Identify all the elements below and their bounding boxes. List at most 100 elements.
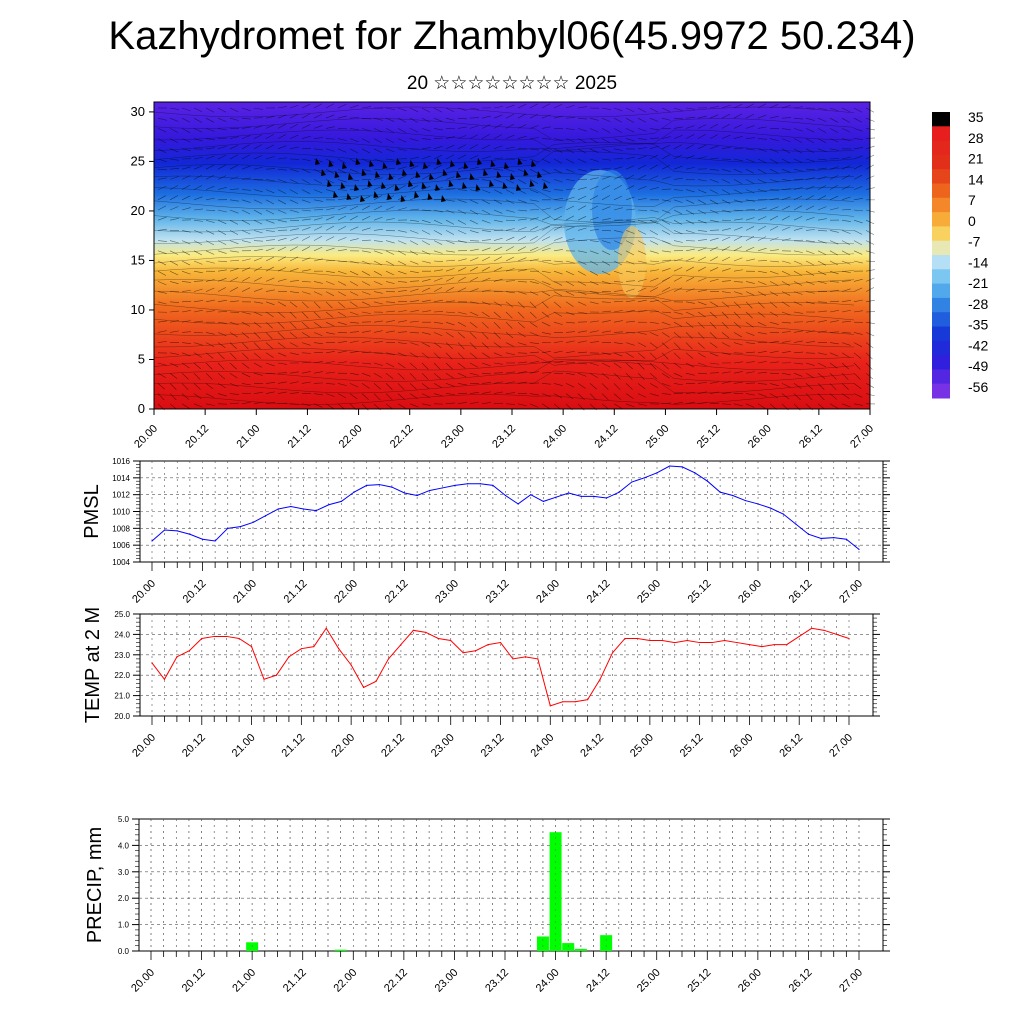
x-tick-label: 25.12 <box>686 578 714 606</box>
x-tick-label: 24.12 <box>584 967 612 995</box>
colorbar-label: 28 <box>968 130 984 146</box>
wind-barb <box>265 301 275 306</box>
colorbar-label: -7 <box>968 234 981 250</box>
colorbar-label: -35 <box>968 317 988 333</box>
streamlines <box>153 106 855 405</box>
data-point <box>732 494 734 497</box>
colorbar-label: -14 <box>968 254 988 270</box>
wind-barb <box>613 372 621 380</box>
wind-barb <box>469 372 479 376</box>
wind-barb <box>241 199 251 203</box>
wind-barb <box>385 107 395 110</box>
wind-barb <box>625 280 635 282</box>
wind-barb <box>157 128 167 133</box>
wind-barb <box>589 228 599 231</box>
wind-barb <box>553 179 563 183</box>
wind-barb <box>817 230 828 232</box>
wind-barb <box>433 209 443 213</box>
wind-barb <box>265 230 275 232</box>
x-tick-label: 26.12 <box>787 967 815 995</box>
wind-barb <box>337 225 347 231</box>
wind-barb <box>577 106 587 109</box>
wind-barb <box>493 321 501 329</box>
wind-barb <box>865 362 873 370</box>
wind-barb <box>589 320 599 323</box>
wind-barb <box>613 107 623 112</box>
wind-barb <box>829 281 839 283</box>
wind-barb <box>277 134 287 139</box>
wind-barb <box>529 246 539 252</box>
wind-barb <box>733 103 743 109</box>
wind-barb <box>745 179 755 184</box>
wind-barb <box>757 148 767 152</box>
wind-barb <box>481 247 491 252</box>
wind-barb <box>769 281 779 286</box>
wind-barb <box>385 138 395 144</box>
y-tick-label: 3.0 <box>118 868 130 877</box>
wind-barb <box>853 299 863 303</box>
wind-barb <box>541 216 551 221</box>
x-tick-label: 22.00 <box>331 967 359 995</box>
y-axis-title: PRECIP, mm <box>84 827 106 943</box>
wind-barb <box>757 372 767 374</box>
wind-barb <box>205 372 213 380</box>
data-point <box>823 629 825 631</box>
wind-barb <box>505 189 515 195</box>
wind-barb <box>373 128 383 133</box>
wind-barb <box>325 291 335 297</box>
wind-barb <box>409 240 419 246</box>
wind-barb <box>409 219 419 222</box>
wind-barb <box>769 291 779 297</box>
wind-barb <box>745 113 755 119</box>
wind-barb <box>229 250 239 253</box>
wind-barb <box>205 279 215 282</box>
wind-barb <box>805 250 815 255</box>
wind-barb <box>193 250 203 256</box>
wind-barb <box>349 372 359 376</box>
wind-barb <box>565 270 575 276</box>
wind-barb <box>229 144 239 150</box>
wind-barb <box>277 278 287 282</box>
wind-barb <box>781 260 791 264</box>
wind-barb <box>805 117 815 121</box>
wind-barb <box>577 128 587 132</box>
wind-barb <box>301 189 311 194</box>
wind-barb <box>853 342 863 348</box>
y-tick-label: 1012 <box>112 491 130 500</box>
wind-barb <box>253 189 263 193</box>
wind-barb <box>541 138 552 140</box>
data-point <box>227 527 229 529</box>
wind-flag <box>456 171 461 178</box>
wind-barb <box>397 240 407 245</box>
wind-barb <box>817 148 827 153</box>
data-point <box>403 492 406 494</box>
wind-barb <box>205 185 215 190</box>
wind-barb <box>325 301 333 309</box>
wind-barb <box>553 215 563 221</box>
wind-barb <box>745 226 755 231</box>
wind-barb <box>229 117 239 121</box>
wind-barb <box>565 117 575 119</box>
wind-barb <box>337 237 347 241</box>
wind-barb <box>217 299 227 303</box>
wind-barb <box>721 236 731 241</box>
data-point <box>811 627 813 629</box>
wind-barb <box>181 310 191 313</box>
wind-barb <box>529 258 539 262</box>
wind-barb <box>829 403 838 409</box>
wind-barb <box>553 311 562 317</box>
data-point <box>441 487 443 489</box>
wind-barb <box>481 124 491 129</box>
wind-barb <box>421 260 431 264</box>
wind-barb <box>205 362 213 370</box>
x-tick-label: 24.00 <box>541 423 569 451</box>
wind-barb <box>445 219 455 225</box>
wind-barb <box>457 383 467 386</box>
wind-flag <box>394 184 400 191</box>
wind-barb <box>481 391 491 394</box>
wind-barb <box>229 321 239 326</box>
wind-barb <box>289 291 299 294</box>
wind-barb <box>589 270 599 276</box>
wind-barb <box>805 240 815 243</box>
wind-barb <box>577 227 587 231</box>
